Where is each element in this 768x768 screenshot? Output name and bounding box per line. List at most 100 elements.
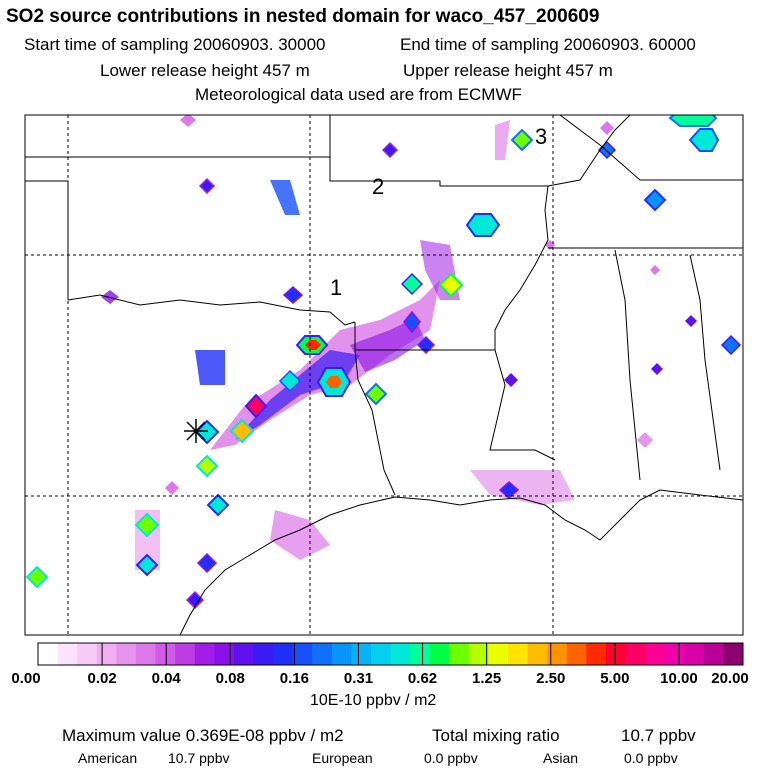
colorbar-swatch (116, 643, 137, 665)
hotspot-marker (400, 272, 424, 296)
colorbar-tick-label: 0.16 (279, 670, 309, 687)
hotspot-marker (688, 128, 720, 152)
source-american-name: American (78, 750, 138, 766)
upper-release-height: Upper release height 457 m (403, 61, 613, 80)
colorbar-swatch (96, 643, 117, 665)
plume-coast (470, 470, 575, 505)
hotspot-marker (668, 115, 718, 127)
hotspot-marker (637, 432, 653, 448)
colorbar-tick-label: 0.08 (215, 670, 245, 687)
hotspot-marker (134, 512, 160, 538)
hotspot-marker (504, 373, 518, 387)
hotspot-marker (244, 393, 268, 419)
colorbar-swatch (370, 643, 391, 665)
boundaries (25, 115, 743, 635)
hotspot-marker (438, 272, 464, 298)
colorbar-swatch (664, 643, 685, 665)
hotspot-marker (651, 363, 663, 375)
lower-release-height: Lower release height 457 m (100, 61, 310, 80)
hotspot-marker (185, 590, 205, 610)
colorbar-swatch (57, 643, 78, 665)
colorbar-swatch (645, 643, 666, 665)
colorbar-swatch (214, 643, 235, 665)
plume-ne (495, 120, 510, 160)
colorbar-swatch (566, 643, 587, 665)
hotspot-marker (278, 369, 302, 393)
max-value: Maximum value 0.369E-08 ppbv / m2 (62, 726, 344, 745)
end-time: End time of sampling 20060903. 60000 (400, 35, 696, 54)
colorbar-swatch (586, 643, 607, 665)
colorbar-swatch (292, 643, 313, 665)
hotspot-marker (305, 340, 321, 350)
hotspot-marker (282, 285, 304, 305)
colorbar-swatch (77, 643, 98, 665)
hotspot-marker (25, 565, 49, 589)
colorbar-units: 10E-10 ppbv / m2 (310, 692, 437, 709)
hotspot-marker (465, 213, 501, 237)
hotspot-marker (206, 493, 230, 517)
colorbar-swatch (723, 643, 744, 665)
hotspot-marker (510, 128, 534, 152)
hotspot-marker (403, 310, 421, 334)
meteo-source: Meteorological data used are from ECMWF (195, 85, 522, 104)
colorbar (37, 642, 744, 666)
colorbar-swatch (410, 643, 431, 665)
colorbar-swatch (703, 643, 724, 665)
colorbar-swatch (38, 643, 59, 665)
source-american-value: 10.7 ppbv (168, 750, 230, 766)
colorbar-tick-label: 0.62 (407, 670, 438, 687)
hotspot-marker (720, 334, 742, 356)
colorbar-swatch (175, 643, 196, 665)
hotspot-marker (381, 141, 399, 159)
hotspot-marker (364, 382, 388, 406)
region-label-3: 3 (535, 124, 547, 149)
hotspot-marker (650, 265, 660, 275)
colorbar-swatch (468, 643, 489, 665)
plume-south (270, 510, 330, 560)
hotspot-markers (25, 115, 742, 610)
map-frame (24, 114, 744, 636)
colorbar-swatch (351, 643, 372, 665)
colorbar-swatch (429, 643, 450, 665)
colorbar-swatch (684, 643, 705, 665)
total-mixing-label: Total mixing ratio (432, 726, 560, 745)
colorbar-tick-label: 0.04 (151, 670, 181, 687)
hotspot-marker (326, 376, 342, 388)
colorbar-swatch (253, 643, 274, 665)
colorbar-swatch (449, 643, 470, 665)
release-site-star-icon (184, 419, 208, 443)
colorbar-swatch (273, 643, 294, 665)
source-european-name: European (312, 750, 373, 766)
colorbar-tick-label: 0.31 (343, 670, 374, 687)
region-label-2: 2 (372, 174, 384, 199)
source-asian-value: 0.0 ppbv (624, 750, 678, 766)
colorbar-swatch (135, 643, 156, 665)
source-asian-name: Asian (543, 750, 579, 766)
colorbar-swatch (508, 643, 529, 665)
source-european-value: 0.0 ppbv (424, 750, 478, 766)
total-mixing-value: 10.7 ppbv (621, 726, 696, 745)
start-time: Start time of sampling 20060903. 30000 (24, 35, 326, 54)
plume-west (195, 350, 225, 385)
colorbar-swatch (312, 643, 333, 665)
colorbar-swatch (233, 643, 254, 665)
colorbar-swatch (547, 643, 568, 665)
colorbar-tick-label: 10.00 (660, 670, 698, 687)
hotspot-marker (165, 481, 179, 495)
hotspot-marker (180, 115, 196, 127)
colorbar-tick-label: 0.02 (87, 670, 117, 687)
hotspot-marker (685, 315, 697, 327)
colorbar-swatch (155, 643, 176, 665)
hotspot-marker (600, 121, 614, 135)
colorbar-tick-label: 2.50 (536, 670, 566, 687)
colorbar-tick-label: 1.25 (472, 670, 502, 687)
colorbar-frame (37, 642, 744, 666)
colorbar-swatch (625, 643, 646, 665)
region-label-1: 1 (330, 275, 342, 300)
map-title: SO2 source contributions in nested domai… (6, 6, 600, 27)
hotspot-marker (498, 480, 520, 500)
colorbar-swatch (527, 643, 548, 665)
hotspot-marker (195, 454, 219, 478)
colorbar-swatch (194, 643, 215, 665)
